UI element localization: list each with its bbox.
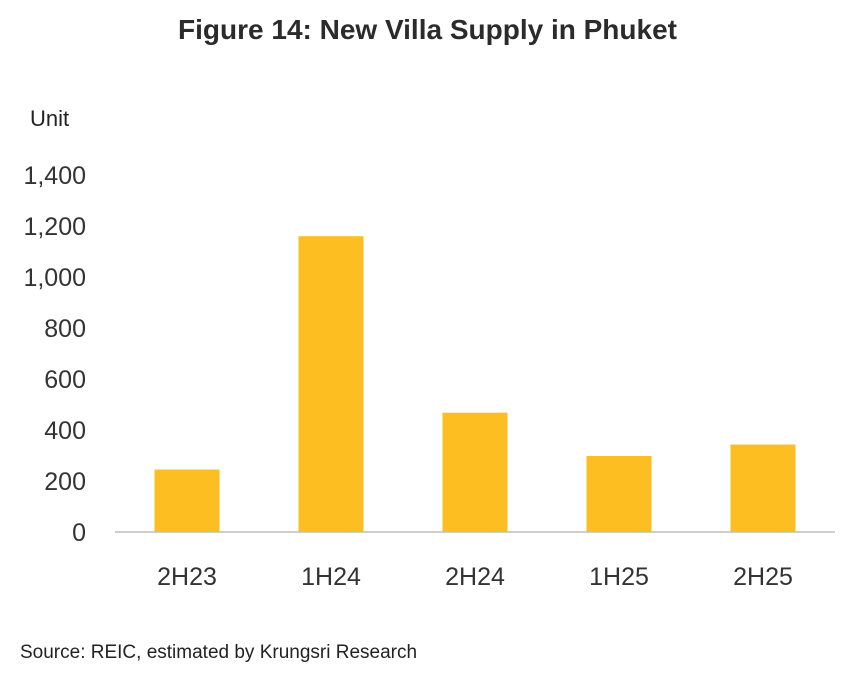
x-tick-label: 1H24	[301, 563, 361, 591]
bar-2h23	[154, 469, 220, 532]
bar-1h25	[586, 456, 652, 532]
x-axis-ticks: 2H23 1H24 2H24 1H25 2H25	[157, 563, 793, 591]
bars	[154, 236, 796, 532]
x-tick-label: 2H25	[733, 563, 793, 591]
bar-2h25	[730, 444, 796, 532]
x-tick-label: 2H23	[157, 563, 217, 591]
y-tick-label: 400	[44, 417, 86, 445]
bar-2h24	[442, 412, 508, 532]
y-tick-label: 200	[44, 468, 86, 496]
y-tick-label: 800	[44, 315, 86, 343]
x-tick-label: 2H24	[445, 563, 505, 591]
bar-1h24	[298, 236, 364, 532]
y-tick-label: 1,000	[23, 264, 86, 292]
chart-title: Figure 14: New Villa Supply in Phuket	[178, 14, 677, 45]
source-note: Source: REIC, estimated by Krungsri Rese…	[20, 642, 418, 663]
y-axis-unit-label: Unit	[30, 106, 70, 131]
y-tick-label: 1,200	[23, 213, 86, 241]
y-tick-label: 0	[72, 519, 86, 547]
y-axis-ticks: 0 200 400 600 800 1,000 1,200 1,400	[23, 162, 86, 547]
y-tick-label: 600	[44, 366, 86, 394]
y-tick-label: 1,400	[23, 162, 86, 190]
x-tick-label: 1H25	[589, 563, 649, 591]
